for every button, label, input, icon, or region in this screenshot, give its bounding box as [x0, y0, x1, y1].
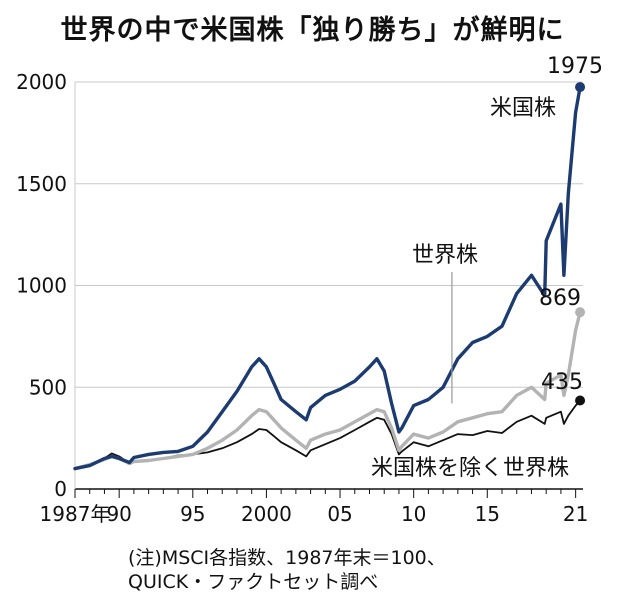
x-tick-label: 90	[106, 502, 131, 526]
series-line	[73, 85, 582, 471]
x-tick-label: 10	[401, 502, 426, 526]
series-end-label: 1975	[547, 54, 603, 79]
series-line	[73, 310, 582, 471]
series-lines	[73, 82, 586, 471]
series-name-label: 米国株	[490, 96, 556, 121]
series-end-point	[575, 82, 586, 93]
x-tick-label: 2000	[241, 502, 292, 526]
chart-note-line-1: (注)MSCI各指数、1987年末＝100、	[128, 547, 446, 569]
y-tick-label: 0	[54, 477, 67, 501]
x-tick-label: 05	[327, 502, 352, 526]
series-end-label: 435	[541, 370, 583, 395]
y-tick-label: 1500	[16, 172, 67, 196]
y-tick-label: 500	[29, 375, 67, 399]
x-tick-label: 1987年	[40, 502, 111, 526]
series-end-point	[575, 395, 586, 406]
chart-note: (注)MSCI各指数、1987年末＝100、 QUICK・ファクトセット調べ	[128, 546, 446, 594]
series-end-point	[575, 307, 586, 318]
grid-lines	[75, 81, 583, 388]
series-name-label: 世界株	[412, 243, 478, 268]
series-end-label: 869	[539, 286, 581, 311]
x-tick-label: 15	[475, 502, 500, 526]
x-tick-label: 21	[563, 502, 588, 526]
chart-title: 世界の中で米国株「独り勝ち」が鮮明に	[60, 15, 565, 46]
x-tick-label: 95	[180, 502, 205, 526]
series-name-label: 米国株を除く世界株	[371, 456, 569, 481]
y-tick-label: 2000	[16, 70, 67, 94]
y-tick-label: 1000	[16, 274, 67, 298]
chart-note-line-2: QUICK・ファクトセット調べ	[128, 571, 379, 593]
